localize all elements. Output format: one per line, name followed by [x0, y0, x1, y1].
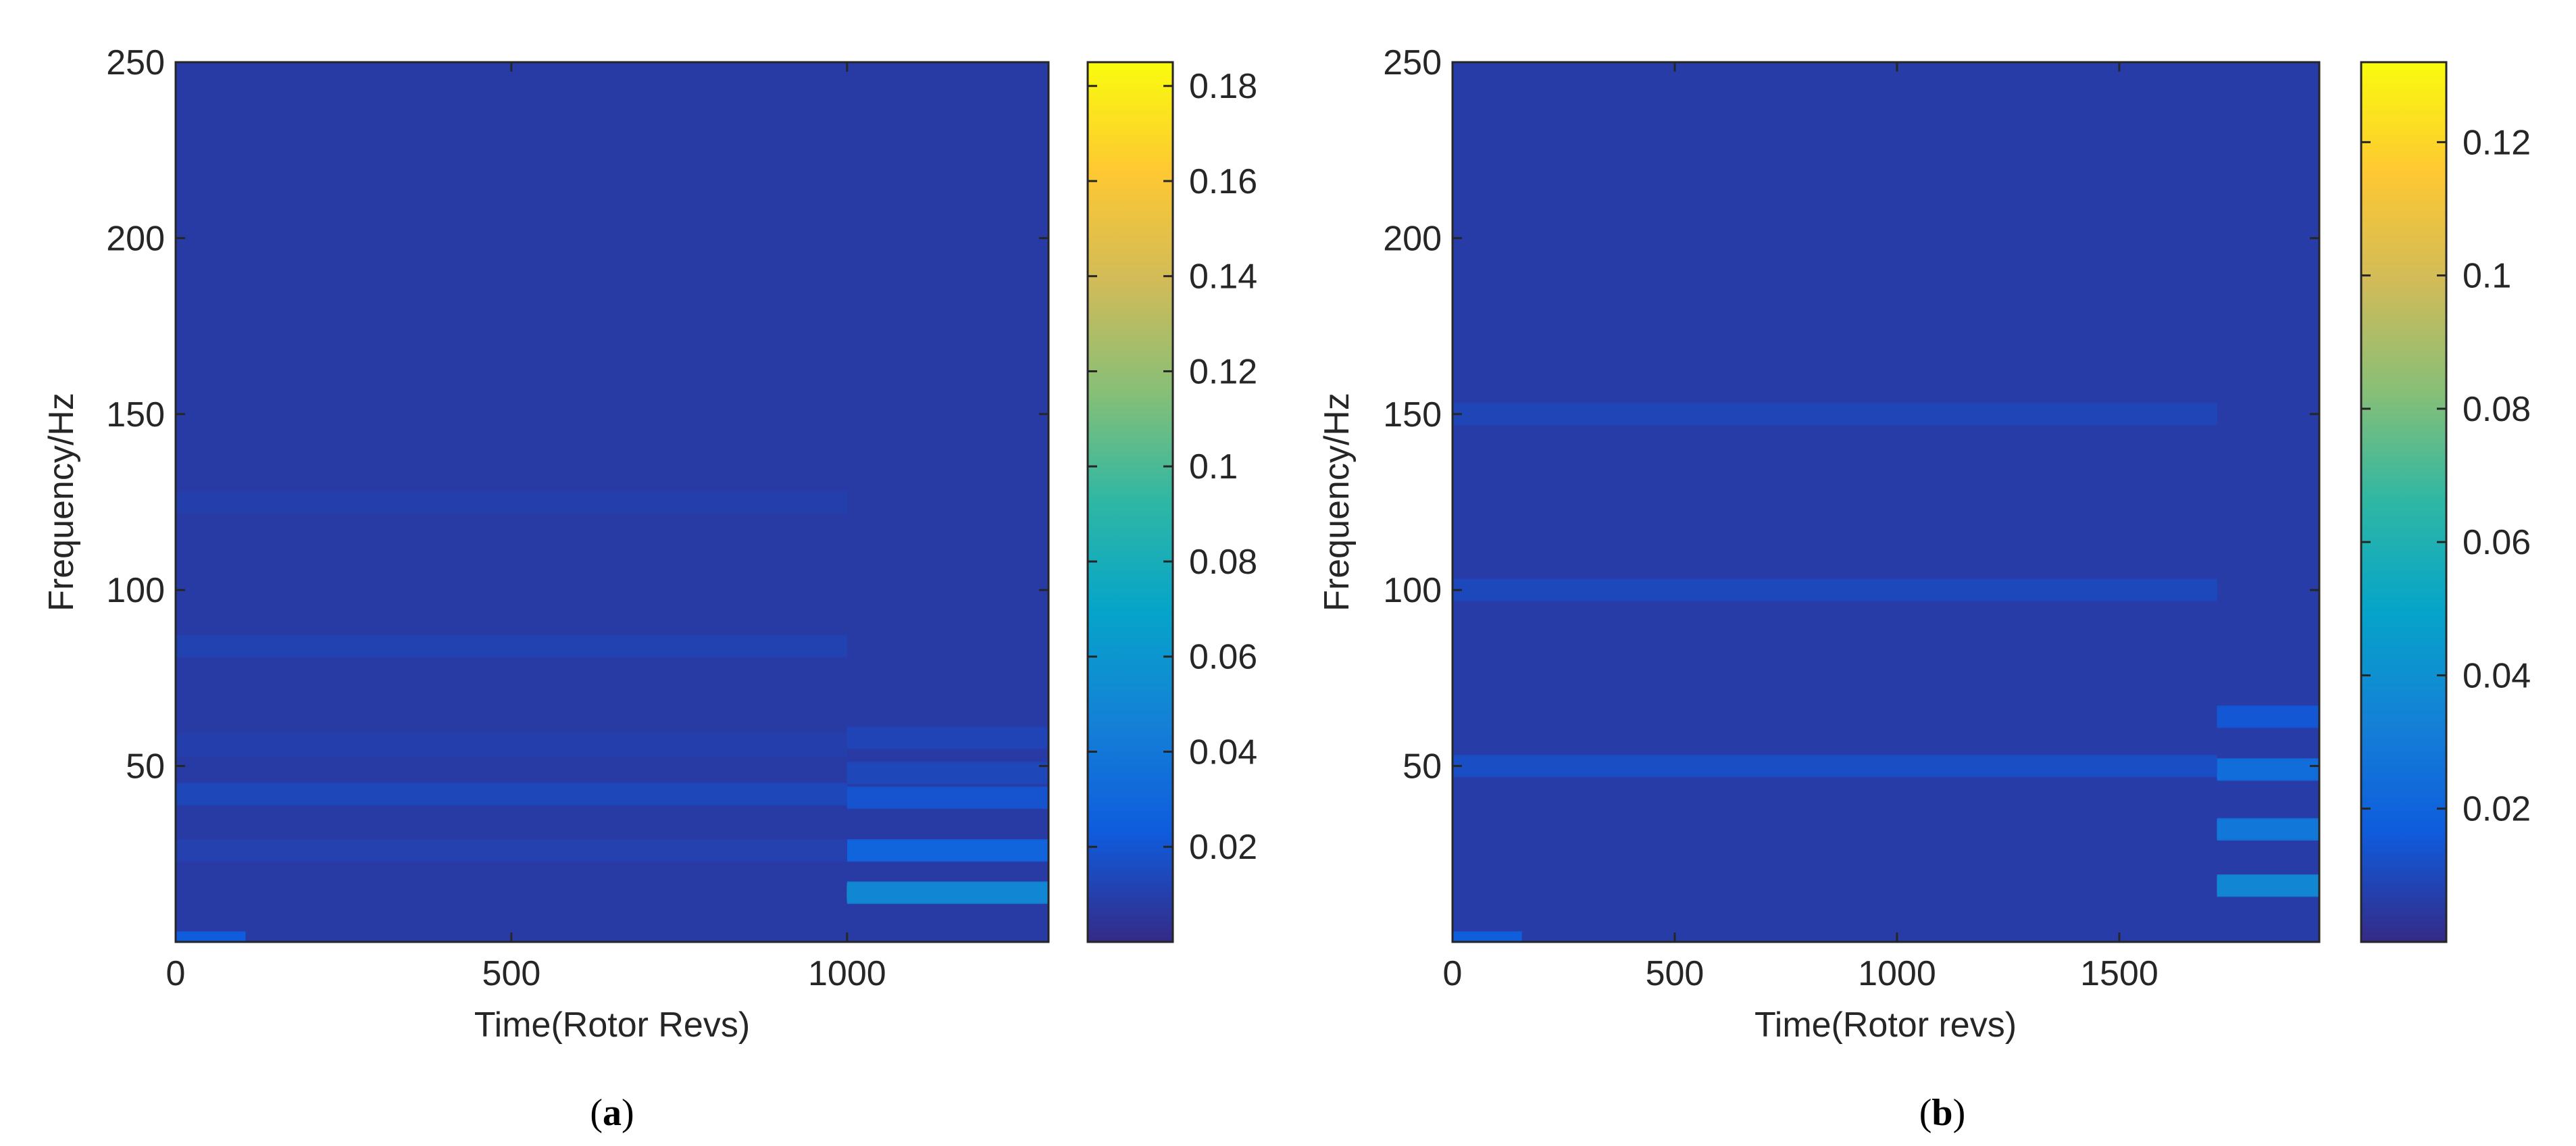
heatmap-area-a — [176, 62, 1049, 942]
y-ticks-b: 50 100 150 200 250 — [1383, 43, 2319, 787]
heatmap-background-b — [1453, 62, 2319, 942]
spectral-band-a-9 — [176, 491, 847, 514]
y-tick-label-b-1: 100 — [1383, 571, 1442, 610]
spectral-band-a-7 — [176, 733, 847, 757]
spectral-band-b-6 — [1453, 403, 2217, 426]
colorbar-tick-label-b-3: 0.08 — [2463, 390, 2531, 429]
spectral-band-a-8 — [176, 634, 847, 658]
y-axis-label-a: Frequency/Hz — [42, 393, 81, 612]
x-tick-label-a-1: 500 — [482, 954, 541, 993]
colorbar-tick-label-b-5: 0.12 — [2463, 123, 2531, 162]
x-tick-label-b-1: 500 — [1646, 954, 1704, 993]
spectral-band-a-4 — [847, 726, 1049, 749]
x-ticks-a: 0 500 1000 — [166, 62, 886, 993]
spectral-band-a-3 — [847, 762, 1049, 784]
colorbar-b — [2360, 61, 2448, 943]
spectral-band-b-0 — [2217, 874, 2319, 897]
y-tick-label-a-0: 50 — [126, 747, 165, 787]
spectral-band-b-1 — [2217, 818, 2319, 841]
y-ticks-a: 50 100 150 200 250 — [106, 43, 1049, 787]
colorbar-tick-label-b-2: 0.06 — [2463, 523, 2531, 562]
colorbar-tick-label-b-1: 0.04 — [2463, 656, 2531, 695]
x-axis-label-b: Time(Rotor revs) — [1754, 1005, 2017, 1045]
svg-text:(b): (b) — [1919, 1092, 1965, 1134]
colorbar-tick-label-a-4: 0.1 — [1189, 447, 1238, 487]
plot-frame-a — [174, 61, 1050, 943]
y-tick-label-b-2: 150 — [1383, 395, 1442, 434]
colorbar-ticks-b: 0.02 0.04 0.06 0.08 0.1 0.12 — [2361, 123, 2531, 829]
panel-label-a: a — [603, 1092, 622, 1134]
y-tick-label-b-3: 200 — [1383, 219, 1442, 258]
spectral-band-b-3 — [2217, 705, 2319, 728]
y-tick-label-a-4: 250 — [106, 43, 165, 82]
colorbar-tick-label-a-5: 0.12 — [1189, 352, 1257, 391]
colorbar-tick-label-a-0: 0.02 — [1189, 828, 1257, 867]
colorbar-ticks-a: 0.02 0.04 0.06 0.08 0.1 0.12 0.14 0.16 0.18 — [1088, 67, 1257, 867]
spectral-band-a-1 — [847, 839, 1049, 862]
colorbar-tick-label-b-4: 0.1 — [2463, 257, 2511, 296]
y-tick-label-b-0: 50 — [1403, 747, 1442, 787]
plot-frame-b — [1451, 61, 2321, 943]
low-freq-streak-b — [1453, 931, 1522, 942]
panel-label-b: b — [1931, 1092, 1952, 1134]
colorbar-tick-label-a-2: 0.06 — [1189, 638, 1257, 677]
colorbar-tick-label-a-6: 0.14 — [1189, 257, 1257, 297]
colorbar-tick-label-a-7: 0.16 — [1189, 162, 1257, 201]
svg-text:(a): (a) — [590, 1092, 634, 1134]
spectrogram-panel-a: 50 100 150 200 250 0 500 1000 Time(Rotor Revs)… — [42, 43, 1257, 1134]
spectral-band-b-4 — [1453, 754, 2217, 778]
colorbar-tick-label-b-0: 0.02 — [2463, 790, 2531, 829]
y-axis-label-b: Frequency/Hz — [1317, 393, 1357, 612]
spectral-band-a-0 — [847, 881, 1049, 904]
x-axis-label-a: Time(Rotor Revs) — [474, 1005, 750, 1045]
spectral-band-a-5 — [176, 782, 847, 805]
x-tick-label-b-3: 1500 — [2080, 954, 2158, 993]
x-ticks-b: 0 500 1000 1500 — [1443, 62, 2158, 993]
x-tick-label-b-2: 1000 — [1858, 954, 1936, 993]
x-tick-label-a-0: 0 — [166, 954, 186, 993]
y-tick-label-a-3: 200 — [106, 219, 165, 258]
colorbar-a — [1086, 61, 1174, 943]
heatmap-area-b — [1453, 62, 2319, 942]
y-tick-label-a-2: 150 — [106, 395, 165, 434]
spectral-band-b-5 — [1453, 578, 2217, 601]
x-tick-label-a-2: 1000 — [808, 954, 886, 993]
colorbar-tick-label-a-8: 0.18 — [1189, 67, 1257, 106]
colorbar-tick-label-a-1: 0.04 — [1189, 732, 1257, 772]
colorbar-tick-label-a-3: 0.08 — [1189, 543, 1257, 582]
x-tick-label-b-0: 0 — [1443, 954, 1463, 993]
spectral-band-a-2 — [847, 786, 1049, 809]
low-freq-streak-a — [176, 931, 246, 942]
y-tick-label-a-1: 100 — [106, 571, 165, 610]
spectral-band-b-2 — [2217, 758, 2319, 781]
y-tick-label-b-4: 250 — [1383, 43, 1442, 82]
spectrogram-panel-b: 50 100 150 200 250 0 500 1000 1500 Time(Rotor r… — [1317, 43, 2531, 1134]
spectral-band-a-6 — [176, 839, 847, 862]
